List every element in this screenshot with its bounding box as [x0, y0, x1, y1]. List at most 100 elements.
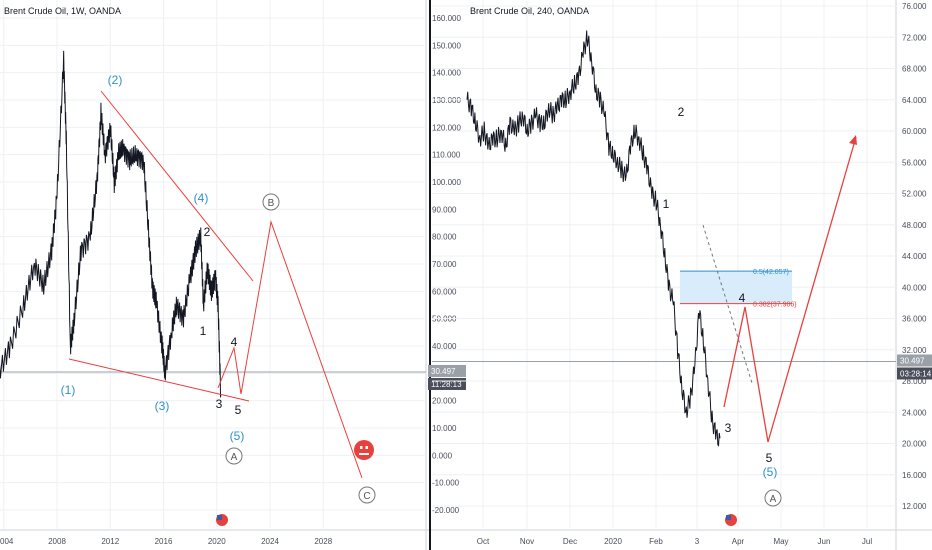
right-x-tick-label: Feb [649, 537, 663, 546]
right-x-tick-label: Nov [520, 537, 534, 546]
right-last-price-badge [897, 354, 932, 367]
wave-circle-label: B [268, 198, 275, 209]
wave-label: (4) [194, 191, 209, 205]
wave-label: 4 [739, 291, 746, 305]
left-chart-title: Brent Crude Oil, 1W, OANDA [4, 6, 121, 16]
left-last-price-badge [428, 364, 466, 377]
right-y-tick-label: 64.000 [902, 96, 927, 105]
left-y-tick-label: -20.000 [432, 506, 460, 515]
us-flag-canton [726, 515, 731, 520]
left-y-tick-label: 40.000 [432, 342, 457, 351]
left-y-tick-label: -10.000 [432, 479, 460, 488]
right-x-tick-label: Oct [477, 537, 490, 546]
right-y-tick-label: 44.000 [902, 252, 927, 261]
left-projection-path [217, 220, 363, 479]
left-y-tick-label: 20.000 [432, 397, 457, 406]
fib-level-label: 0.382(37.906) [753, 302, 797, 309]
fib-zone [680, 271, 792, 304]
right-countdown-label: 03:28:14 [900, 369, 932, 378]
face-eye [365, 446, 368, 449]
wave-circle [764, 489, 782, 507]
wave-circle [225, 447, 243, 465]
right-y-tick-label: 36.000 [902, 315, 927, 324]
right-y-tick-label: 72.000 [902, 33, 927, 42]
wave-label: 2 [678, 105, 685, 119]
wave-label: 3 [725, 421, 732, 435]
right-countdown-badge [897, 367, 932, 380]
left-y-tick-label: 0.000 [432, 451, 453, 460]
right-x-tick-label: 3 [695, 537, 700, 546]
wave-circle-label: C [363, 491, 370, 502]
right-chart-panel: 76.000 72.000 68.000 64.000 60.000 56.000 52.0… [432, 0, 932, 550]
wave-label: 4 [231, 335, 238, 349]
wave-label: 5 [766, 451, 773, 465]
right-y-tick-label: 40.000 [902, 283, 927, 292]
wave-label: (3) [155, 399, 170, 413]
fib-level-label: 0.5(42.057) [753, 269, 789, 276]
left-price-series [0, 50, 222, 398]
left-y-tick-label: 70.000 [432, 260, 457, 269]
wave-label: 1 [663, 197, 670, 211]
wave-label: (5) [763, 465, 778, 479]
right-y-tick-label: 32.000 [902, 346, 927, 355]
neutral-face-icon [354, 440, 374, 460]
wave-circle [358, 486, 376, 504]
right-y-tick-label: 68.000 [902, 65, 927, 74]
right-y-tick-label: 20.000 [902, 440, 927, 449]
right-x-tick-label: Dec [563, 537, 577, 546]
right-price-series [466, 30, 721, 447]
right-x-tick-label: Jun [818, 537, 831, 546]
right-projection-path [723, 136, 857, 443]
left-y-tick-label: 10.000 [432, 424, 457, 433]
left-y-tick-label: 140.000 [432, 69, 461, 78]
right-x-tick-label: Jul [862, 537, 872, 546]
wave-circle-label: A [231, 452, 238, 463]
right-y-tick-label: 16.000 [902, 471, 927, 480]
left-y-tick-label: 130.000 [432, 96, 461, 105]
left-x-tick-label: 2012 [101, 537, 119, 546]
left-y-tick-label: 100.000 [432, 178, 461, 187]
wave-label: 5 [235, 403, 242, 417]
right-last-price-label: 30.497 [900, 356, 925, 365]
left-y-tick-label: 160.000 [432, 14, 461, 23]
wave-circle-label: A [770, 494, 777, 505]
right-y-tick-label: 76.000 [902, 2, 927, 11]
wave-label: 3 [216, 397, 223, 411]
left-y-tick-label: 150.000 [432, 41, 461, 50]
right-y-tick-label: 60.000 [902, 127, 927, 136]
left-y-tick-label: 110.000 [432, 151, 461, 160]
left-y-tick-label: 80.000 [432, 233, 457, 242]
wave-label: (2) [108, 73, 123, 87]
right-y-tick-label: 48.000 [902, 221, 927, 230]
right-x-tick-label: 2020 [604, 537, 622, 546]
projection-arrowhead [849, 135, 857, 145]
left-x-tick-label: 2008 [48, 537, 66, 546]
wave-label: (1) [61, 383, 76, 397]
us-flag-canton [217, 515, 222, 520]
left-last-price-label: 30.497 [431, 367, 456, 376]
left-countdown-label: 11:28:13 [431, 380, 462, 389]
wave-label: 2 [204, 225, 211, 239]
right-y-tick-label: 28.000 [902, 377, 927, 386]
right-y-tick-label: 56.000 [902, 158, 927, 167]
right-y-tick-label: 12.000 [902, 502, 927, 511]
wave-label: (5) [230, 429, 245, 443]
left-y-tick-label: 90.000 [432, 205, 457, 214]
left-y-tick-label: 120.000 [432, 123, 461, 132]
face-mouth [359, 453, 369, 455]
left-x-tick-label: 2020 [208, 537, 226, 546]
left-x-tick-label: 2024 [261, 537, 279, 546]
face-eye [360, 446, 363, 449]
right-chart-title: Brent Crude Oil, 240, OANDA [470, 6, 589, 16]
wave-circle [262, 193, 280, 211]
right-x-tick-label: Apr [732, 537, 745, 546]
wave-label: 1 [200, 324, 207, 338]
right-y-tick-label: 52.000 [902, 190, 927, 199]
left-y-tick-label: 50.000 [432, 315, 457, 324]
left-x-tick-label: 004 [0, 537, 14, 546]
right-x-tick-label: May [773, 537, 788, 546]
left-y-tick-label: 60.000 [432, 287, 457, 296]
left-x-tick-label: 2028 [314, 537, 332, 546]
